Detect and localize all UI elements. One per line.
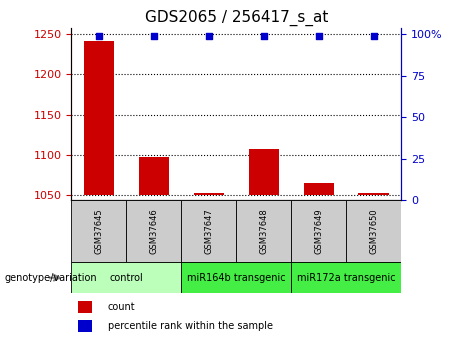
Title: GDS2065 / 256417_s_at: GDS2065 / 256417_s_at xyxy=(145,10,328,26)
Bar xyxy=(78,320,92,332)
Text: control: control xyxy=(110,273,143,283)
Text: GSM37645: GSM37645 xyxy=(95,208,103,254)
Bar xyxy=(236,200,291,262)
Text: GSM37650: GSM37650 xyxy=(369,208,378,254)
Bar xyxy=(291,200,346,262)
Point xyxy=(370,33,377,39)
Bar xyxy=(291,262,401,293)
Text: miR172a transgenic: miR172a transgenic xyxy=(297,273,396,283)
Text: percentile rank within the sample: percentile rank within the sample xyxy=(108,321,273,331)
Text: GSM37647: GSM37647 xyxy=(204,208,213,254)
Point xyxy=(260,33,267,39)
Point xyxy=(315,33,322,39)
Bar xyxy=(181,200,236,262)
Point xyxy=(150,33,158,39)
Text: GSM37649: GSM37649 xyxy=(314,208,323,254)
Bar xyxy=(248,148,279,195)
Bar xyxy=(84,41,114,195)
Text: miR164b transgenic: miR164b transgenic xyxy=(187,273,285,283)
Text: GSM37648: GSM37648 xyxy=(259,208,268,254)
Point xyxy=(95,33,103,39)
Bar xyxy=(78,301,92,313)
Text: genotype/variation: genotype/variation xyxy=(5,273,97,283)
Bar xyxy=(181,262,291,293)
Bar xyxy=(71,262,181,293)
Bar xyxy=(71,200,126,262)
Bar xyxy=(194,193,224,195)
Bar xyxy=(139,157,169,195)
Bar xyxy=(359,193,389,195)
Bar xyxy=(346,200,401,262)
Bar xyxy=(303,183,334,195)
Bar xyxy=(126,200,181,262)
Text: GSM37646: GSM37646 xyxy=(149,208,159,254)
Text: count: count xyxy=(108,302,136,312)
Point xyxy=(205,33,213,39)
